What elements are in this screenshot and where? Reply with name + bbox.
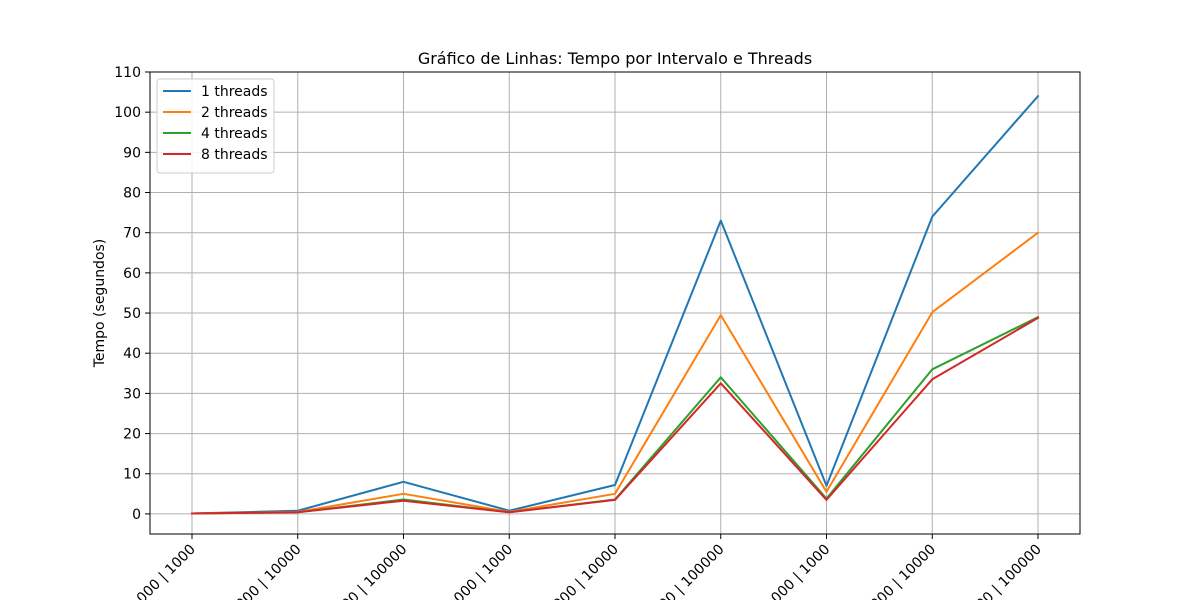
legend-box bbox=[156, 78, 275, 174]
legend: 1 threads 2 threads 4 threads 8 threads bbox=[156, 78, 275, 174]
y-tick-label: 110 bbox=[114, 65, 141, 81]
series-line-1 bbox=[190, 94, 1040, 515]
y-axis-ticks: 0 10 20 30 40 50 60 70 80 90 100 110 bbox=[114, 65, 150, 523]
y-tick-label: 40 bbox=[123, 346, 141, 362]
y-tick-label: 10 bbox=[123, 467, 141, 483]
y-tick-label: 90 bbox=[123, 145, 141, 161]
y-tick-label: 100 bbox=[114, 105, 141, 121]
legend-label: 1 threads bbox=[201, 84, 268, 100]
legend-label: 2 threads bbox=[201, 105, 268, 121]
y-axis-label: Tempo (segundos) bbox=[92, 239, 108, 369]
series-line-2 bbox=[190, 231, 1040, 515]
y-tick-label: 60 bbox=[123, 266, 141, 282]
y-tick-label: 80 bbox=[123, 186, 141, 202]
y-tick-label: 20 bbox=[123, 427, 141, 443]
y-tick-label: 0 bbox=[132, 507, 141, 523]
series-lines bbox=[190, 94, 1040, 515]
series-line-4 bbox=[190, 316, 1040, 515]
legend-label: 8 threads bbox=[201, 147, 268, 163]
y-tick-label: 70 bbox=[123, 226, 141, 242]
y-tick-label: 50 bbox=[123, 306, 141, 322]
grid bbox=[150, 71, 1080, 534]
legend-label: 4 threads bbox=[201, 126, 268, 142]
y-tick-label: 30 bbox=[123, 386, 141, 402]
chart-title: Gráfico de Linhas: Tempo por Intervalo e… bbox=[418, 49, 812, 68]
